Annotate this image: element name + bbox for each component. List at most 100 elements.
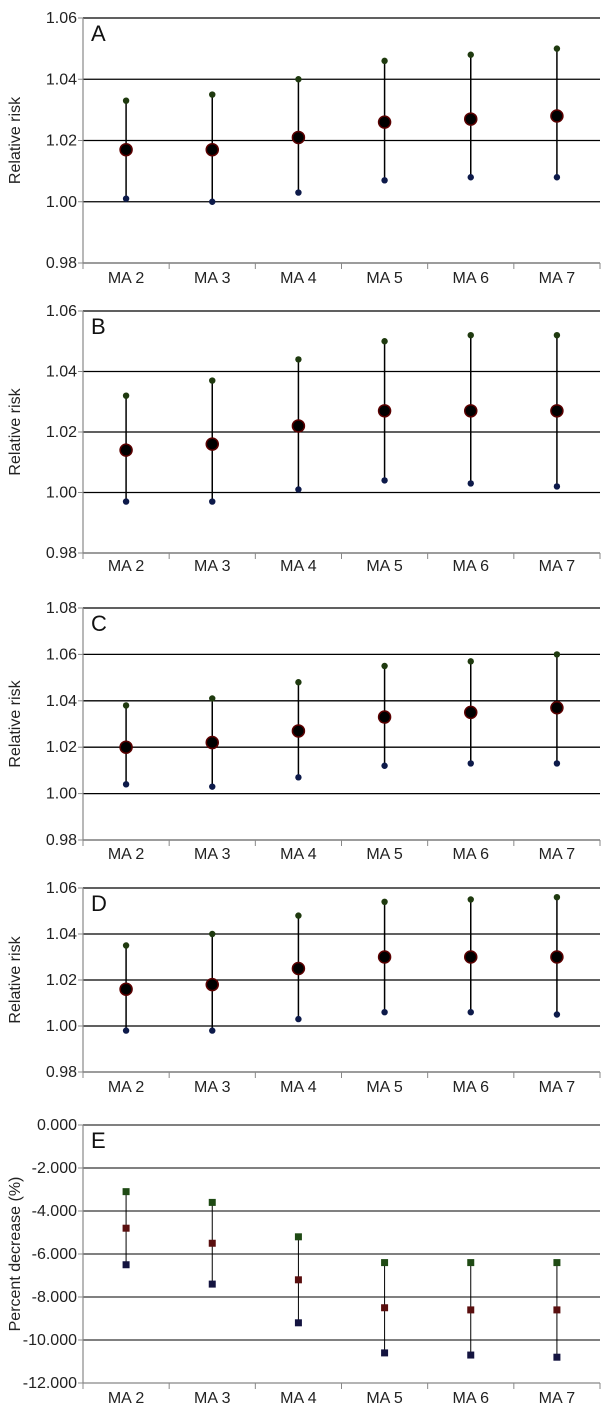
x-tick-label: MA 5 xyxy=(366,1079,403,1096)
x-tick-label: MA 6 xyxy=(453,1390,490,1407)
upper-bound-point xyxy=(381,57,388,65)
panel-label: E xyxy=(91,1128,106,1153)
upper-bound-point xyxy=(381,662,388,670)
upper-bound-point xyxy=(209,91,216,98)
lower-bound-point xyxy=(209,198,216,205)
upper-bound-point xyxy=(209,377,216,384)
y-tick-label: 1.08 xyxy=(46,600,77,617)
estimate-point xyxy=(205,977,219,992)
x-tick-label: MA 7 xyxy=(539,270,576,287)
x-tick-label: MA 6 xyxy=(453,1079,490,1096)
estimate-point xyxy=(377,710,392,724)
upper-bound-point xyxy=(467,51,474,58)
estimate-point xyxy=(119,142,133,157)
panel-c: 0.98 1.00 1.02 1.04 1.06 1.08 MA 2 MA 3 MA 4 MA 5… xyxy=(7,600,601,863)
lower-bound-point xyxy=(467,1351,475,1359)
lower-bound-point xyxy=(467,480,474,487)
y-tick-label: 1.06 xyxy=(46,10,77,27)
upper-bound-point xyxy=(467,896,474,903)
lower-bound-point xyxy=(381,177,388,184)
lower-bound-point xyxy=(381,1349,389,1357)
lower-bound-point xyxy=(295,486,302,493)
x-tick-label: MA 5 xyxy=(366,846,403,863)
x-tick-label: MA 3 xyxy=(194,846,231,863)
upper-bound-point xyxy=(122,942,130,949)
y-tick-label: -8.000 xyxy=(32,1289,77,1306)
upper-bound-point xyxy=(553,651,561,658)
y-tick-label: 1.04 xyxy=(46,693,77,710)
panel-label: B xyxy=(91,314,106,339)
y-axis-label: Relative risk xyxy=(7,935,24,1023)
y-tick-label: 0.98 xyxy=(46,545,77,562)
x-tick-label: MA 7 xyxy=(539,1079,576,1096)
y-tick-label: 1.02 xyxy=(46,972,77,989)
estimate-point xyxy=(291,724,306,738)
x-tick-label: MA 5 xyxy=(366,1390,403,1407)
lower-bound-point xyxy=(553,1353,561,1361)
estimate-point xyxy=(205,437,219,451)
lower-bound-point xyxy=(295,774,302,781)
lower-bound-point xyxy=(122,195,130,202)
estimate-point xyxy=(550,109,564,123)
upper-bound-point xyxy=(122,702,130,709)
y-axis-label: Relative risk xyxy=(7,387,24,475)
estimate-point xyxy=(553,1306,561,1314)
upper-bound-point xyxy=(553,332,561,339)
x-tick-label: MA 4 xyxy=(280,1390,317,1407)
upper-bound-point xyxy=(467,332,474,339)
x-tick-label: MA 3 xyxy=(194,1079,231,1096)
x-tick-label: MA 4 xyxy=(280,846,317,863)
estimate-point xyxy=(122,1224,130,1232)
lower-bound-point xyxy=(381,1009,388,1016)
estimate-point xyxy=(377,115,392,129)
y-tick-label: 1.00 xyxy=(46,194,77,211)
x-tick-label: MA 3 xyxy=(194,558,231,575)
panel-label: C xyxy=(91,611,107,636)
x-tick-label: MA 5 xyxy=(366,558,403,575)
y-tick-label: 1.04 xyxy=(46,926,77,943)
panel-label: A xyxy=(91,21,106,46)
x-tick-label: MA 7 xyxy=(539,846,576,863)
y-tick-label: 0.98 xyxy=(46,832,77,849)
lower-bound-point xyxy=(553,760,561,767)
x-tick-label: MA 4 xyxy=(280,558,317,575)
panel-label: D xyxy=(91,891,107,916)
y-tick-label: 1.00 xyxy=(46,485,77,502)
y-tick-label: 1.02 xyxy=(46,133,77,150)
estimate-point xyxy=(467,1306,475,1314)
estimate-point xyxy=(381,1304,389,1312)
estimate-point xyxy=(119,982,133,996)
estimate-point xyxy=(291,130,306,145)
y-tick-label: 0.98 xyxy=(46,1064,77,1081)
lower-bound-point xyxy=(122,498,130,505)
y-tick-label: 1.02 xyxy=(46,739,77,756)
estimate-point xyxy=(464,950,478,964)
x-tick-label: MA 2 xyxy=(108,558,145,575)
x-tick-label: MA 4 xyxy=(280,1079,317,1096)
y-tick-label: -2.000 xyxy=(32,1160,77,1177)
upper-bound-point xyxy=(381,338,388,345)
x-tick-label: MA 2 xyxy=(108,846,145,863)
y-axis-label: Relative risk xyxy=(7,679,24,767)
lower-bound-point xyxy=(467,174,474,181)
y-axis-label: Percent decrease (%) xyxy=(7,1177,24,1332)
lower-bound-point xyxy=(381,477,388,484)
y-axis-label: Relative risk xyxy=(7,96,24,184)
upper-bound-point xyxy=(295,679,302,686)
estimate-point xyxy=(550,404,564,418)
y-tick-label: -12.000 xyxy=(23,1375,77,1392)
estimate-point xyxy=(294,1276,302,1284)
y-tick-label: 1.06 xyxy=(46,646,77,663)
estimate-point xyxy=(464,112,478,126)
upper-bound-point xyxy=(295,76,302,83)
upper-bound-point xyxy=(553,894,561,901)
upper-bound-point xyxy=(122,392,130,399)
x-tick-label: MA 3 xyxy=(194,1390,231,1407)
estimate-point xyxy=(464,705,478,720)
lower-bound-point xyxy=(294,1319,302,1327)
estimate-point xyxy=(291,419,306,433)
lower-bound-point xyxy=(209,783,216,790)
y-tick-label: 1.02 xyxy=(46,424,77,441)
x-tick-label: MA 6 xyxy=(453,846,490,863)
upper-bound-point xyxy=(381,1259,389,1267)
